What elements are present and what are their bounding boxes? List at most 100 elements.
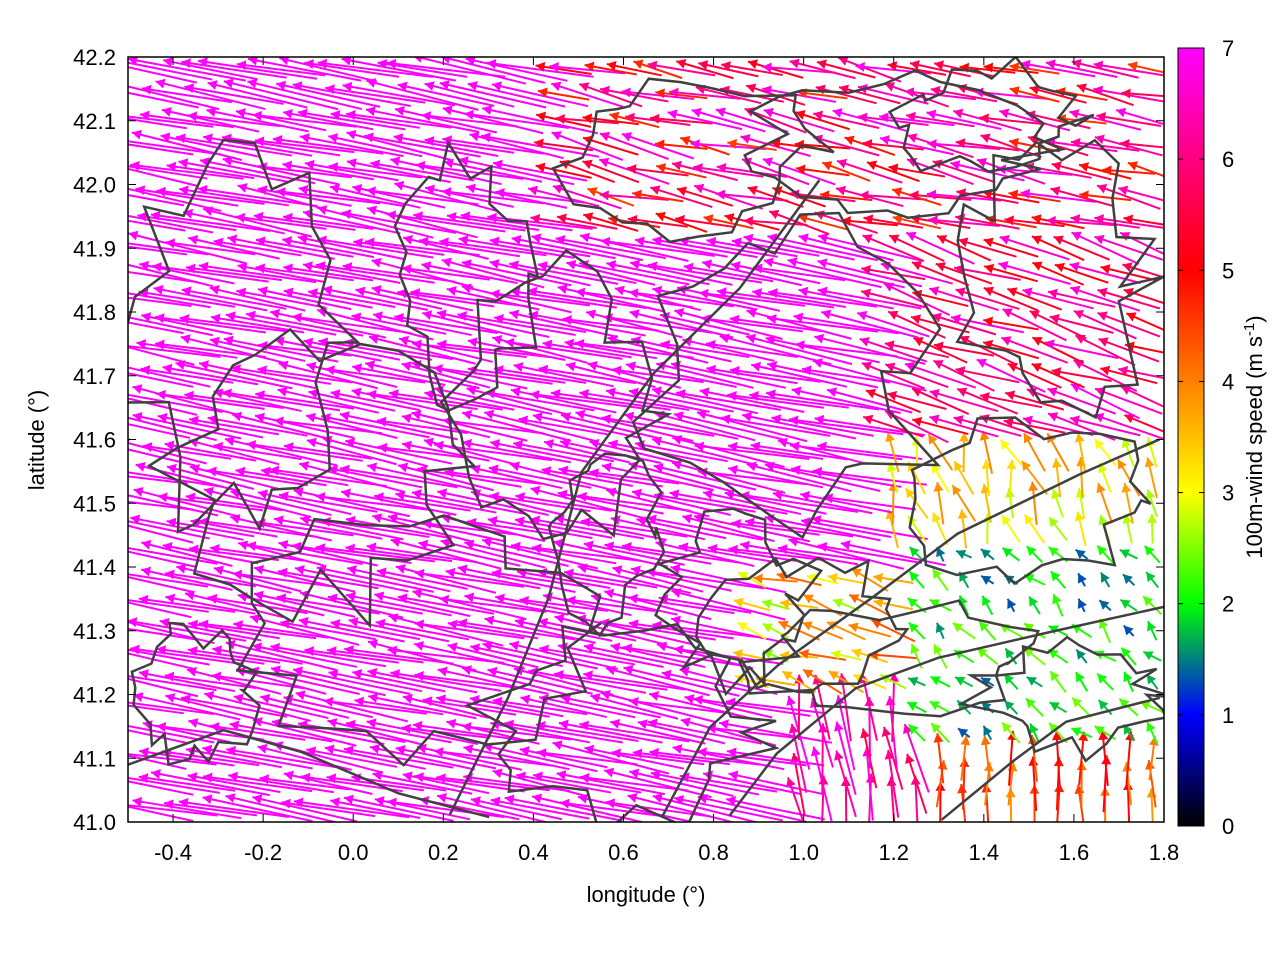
wind-vector-shaft bbox=[490, 441, 591, 464]
wind-vector-head bbox=[834, 750, 844, 761]
wind-vector-shaft bbox=[292, 315, 412, 335]
wind-vector-head bbox=[339, 411, 350, 421]
wind-vector-head bbox=[727, 390, 737, 401]
wind-vector bbox=[328, 669, 423, 693]
wind-vector bbox=[626, 164, 689, 177]
wind-vector-head bbox=[562, 314, 572, 325]
wind-vector-shaft bbox=[128, 66, 197, 84]
wind-vector-head bbox=[519, 595, 529, 606]
wind-vector-shaft bbox=[739, 543, 859, 566]
wind-vector-head bbox=[844, 135, 855, 146]
wind-vector bbox=[1046, 215, 1117, 227]
wind-vector bbox=[793, 312, 899, 335]
wind-vector bbox=[387, 797, 505, 819]
wind-vector bbox=[184, 590, 284, 619]
wind-vector-shaft bbox=[439, 82, 547, 109]
wind-vector-head bbox=[436, 773, 446, 784]
wind-vector-head bbox=[672, 160, 682, 171]
wind-vector-shaft bbox=[273, 517, 383, 540]
wind-vector bbox=[339, 411, 458, 441]
wind-vector bbox=[728, 544, 823, 561]
wind-vector-head bbox=[434, 747, 444, 757]
wind-vector bbox=[1142, 650, 1162, 662]
wind-vector-head bbox=[298, 184, 309, 195]
wind-vector bbox=[553, 670, 668, 691]
wind-vector-head bbox=[579, 773, 590, 783]
wind-vector bbox=[836, 158, 903, 184]
wind-vector bbox=[881, 726, 904, 790]
wind-vector-shaft bbox=[1123, 217, 1164, 226]
wind-vector bbox=[600, 236, 716, 257]
wind-vector-head bbox=[345, 543, 356, 554]
wind-vector-shaft bbox=[184, 85, 284, 105]
wind-vector-head bbox=[530, 485, 541, 496]
wind-vector bbox=[565, 361, 656, 389]
wind-vector-head bbox=[599, 131, 611, 142]
wind-vector-shaft bbox=[128, 140, 222, 156]
wind-vector-head bbox=[632, 189, 642, 200]
wind-vector-head bbox=[1069, 261, 1080, 272]
wind-vector bbox=[790, 465, 902, 488]
wind-vector bbox=[128, 296, 192, 307]
wind-vector-head bbox=[255, 390, 265, 401]
wind-vector-head bbox=[510, 386, 521, 397]
wind-vector-shaft bbox=[610, 720, 706, 745]
wind-vector-shaft bbox=[387, 648, 505, 664]
wind-vector bbox=[647, 718, 763, 745]
wind-vector bbox=[328, 133, 423, 158]
wind-vector-head bbox=[1006, 459, 1017, 470]
wind-vector-head bbox=[140, 365, 151, 376]
wind-vector-shaft bbox=[549, 65, 625, 75]
wind-vector-shaft bbox=[1076, 84, 1134, 107]
wind-vector bbox=[577, 491, 692, 512]
wind-vector-head bbox=[786, 777, 796, 788]
wind-vector-head bbox=[247, 78, 258, 89]
wind-vector bbox=[348, 617, 450, 643]
wind-vector bbox=[491, 81, 589, 108]
wind-vector-head bbox=[318, 337, 329, 348]
wind-vector-head bbox=[368, 693, 379, 703]
wind-vector-shaft bbox=[128, 701, 214, 716]
wind-vector bbox=[372, 513, 473, 543]
wind-vector bbox=[979, 113, 1043, 126]
wind-vector-shaft bbox=[162, 544, 259, 565]
wind-vector-head bbox=[187, 646, 198, 656]
wind-vector-head bbox=[372, 513, 383, 523]
wind-vector-shaft bbox=[375, 621, 470, 641]
wind-vector-shaft bbox=[696, 411, 808, 443]
wind-vector bbox=[624, 411, 739, 440]
wind-vector bbox=[1051, 730, 1062, 786]
wind-vector-head bbox=[231, 364, 241, 374]
wind-vector-shaft bbox=[1031, 756, 1038, 812]
wind-vector bbox=[227, 234, 335, 260]
wind-vector bbox=[376, 567, 468, 590]
wind-vector bbox=[532, 412, 642, 440]
wind-vector-shaft bbox=[982, 190, 1040, 204]
wind-vector bbox=[298, 616, 405, 643]
wind-vector-head bbox=[366, 542, 377, 553]
wind-vector-shaft bbox=[178, 800, 290, 818]
wind-vector-shaft bbox=[624, 413, 739, 440]
wind-vector-head bbox=[625, 112, 635, 123]
wind-vector bbox=[255, 263, 354, 282]
wind-vector bbox=[297, 234, 406, 261]
wind-vector-shaft bbox=[840, 542, 946, 567]
wind-vector-head bbox=[558, 719, 569, 730]
wind-vector bbox=[706, 236, 798, 258]
wind-vector-head bbox=[909, 547, 920, 557]
wind-vector-shaft bbox=[320, 415, 430, 439]
wind-vector-head bbox=[927, 139, 937, 150]
wind-vector-shaft bbox=[225, 641, 337, 671]
wind-vector-shaft bbox=[414, 673, 525, 690]
wind-vector-head bbox=[198, 57, 208, 68]
wind-vector-shaft bbox=[518, 417, 609, 436]
wind-vector bbox=[283, 770, 373, 795]
wind-vector bbox=[374, 591, 471, 618]
wind-vector-shaft bbox=[444, 470, 542, 485]
wind-vector-head bbox=[791, 386, 802, 397]
wind-vector-shaft bbox=[579, 723, 690, 743]
wind-vector-shaft bbox=[747, 60, 804, 79]
wind-vector bbox=[510, 541, 617, 565]
wind-vector bbox=[650, 185, 713, 209]
wind-vector-shaft bbox=[293, 489, 410, 518]
